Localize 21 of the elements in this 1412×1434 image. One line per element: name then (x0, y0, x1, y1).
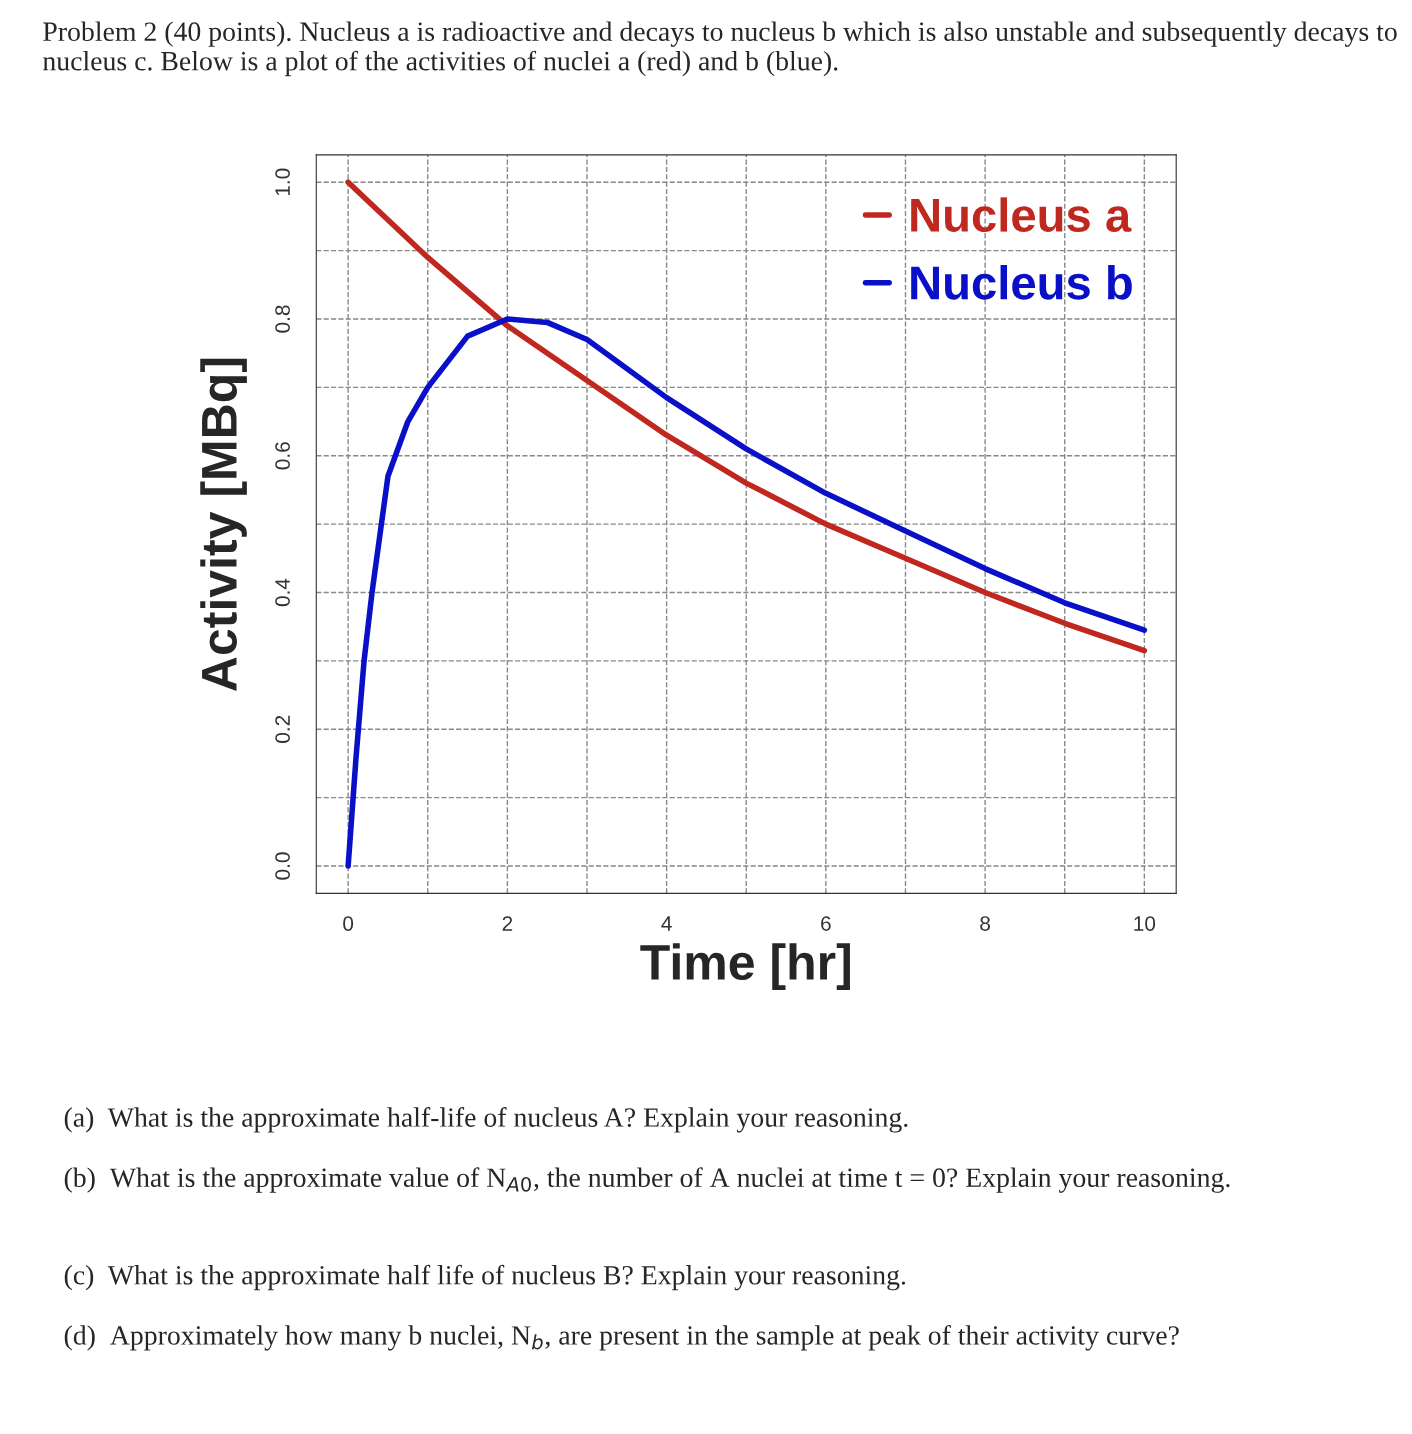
x-tick-label: 0 (343, 916, 354, 931)
y-tick-label: 0.0 (275, 852, 290, 880)
x-tick-label: 10 (1134, 916, 1156, 931)
y-tick-label: 0.8 (275, 305, 290, 333)
text: (c) What is the approximate half life of nucleus B? Explain your reasoning. (64, 1264, 906, 1291)
chart-title: Problem 2 (40 points). Nucleus a is radioactive and decays to nucleus b which is also unstable and subsequently decays to nucleus c. Below is a plot of the activities of nuclei a (red) and b (blue). (43, 21, 1397, 77)
text: (d) Approximately how many b nuclei, N$_{b}$, are present in the sample at peak of their activity curve? (64, 1325, 1179, 1351)
y-tick-label: 0.2 (275, 715, 290, 743)
y-axis-title: Activity [MBq] (200, 358, 247, 691)
y-tick-label: 1.0 (275, 168, 290, 196)
y-tick-label: 0.4 (275, 578, 290, 607)
x-tick-label: 8 (980, 916, 990, 931)
x-tick-label: 6 (821, 916, 831, 931)
text: (b) What is the approximate value of N$_{A0}$, the number of A nuclei at time t = 0? Explain your reasoning. (64, 1167, 1230, 1193)
x-tick-label: 4 (661, 916, 672, 931)
x-axis-title: Time [hr] (640, 943, 850, 990)
y-tick-label: 0.6 (275, 442, 290, 470)
text: (a) What is the approximate half-life of nucleus A? Explain your reasoning. (64, 1107, 908, 1133)
legend-label: Nucleus b (911, 265, 1132, 300)
legend-label: Nucleus a (911, 197, 1132, 233)
x-tick-label: 2 (502, 916, 513, 931)
